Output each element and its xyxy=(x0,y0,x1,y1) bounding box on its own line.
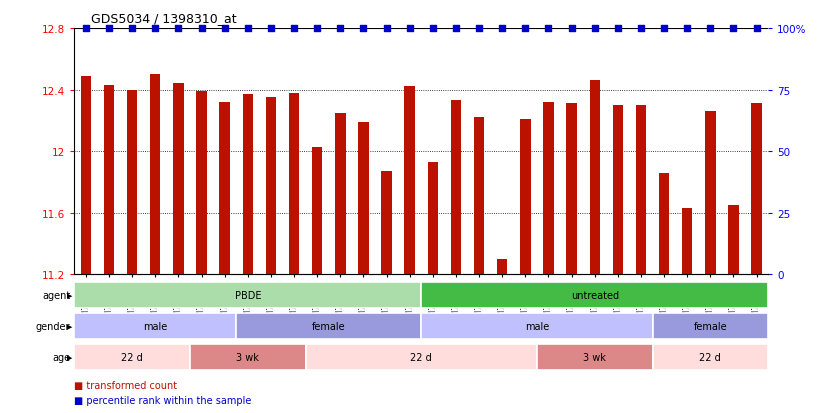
Text: gender: gender xyxy=(36,321,70,331)
Text: agent: agent xyxy=(42,290,70,300)
Text: male: male xyxy=(143,321,168,331)
Point xyxy=(102,26,116,32)
Bar xyxy=(474,118,484,275)
Bar xyxy=(428,163,438,275)
Point xyxy=(241,26,254,32)
Bar xyxy=(421,313,653,339)
Bar xyxy=(81,76,91,275)
Bar xyxy=(197,92,206,275)
Bar xyxy=(358,123,368,275)
Bar xyxy=(421,282,768,308)
Point xyxy=(426,26,439,32)
Bar xyxy=(74,344,190,370)
Point xyxy=(449,26,463,32)
Text: age: age xyxy=(52,352,70,362)
Bar xyxy=(520,119,530,275)
Text: 22 d: 22 d xyxy=(121,352,143,362)
Bar xyxy=(590,81,600,275)
Bar xyxy=(173,84,183,275)
Bar xyxy=(312,147,322,275)
Bar xyxy=(636,106,646,275)
Bar xyxy=(243,95,253,275)
Bar xyxy=(544,102,553,275)
Bar xyxy=(306,344,537,370)
Bar xyxy=(729,206,738,275)
Text: PBDE: PBDE xyxy=(235,290,261,300)
Bar xyxy=(497,259,507,275)
Point xyxy=(588,26,601,32)
Bar xyxy=(752,104,762,275)
Bar xyxy=(567,104,577,275)
Point xyxy=(79,26,93,32)
Point xyxy=(519,26,532,32)
Bar xyxy=(190,344,306,370)
Bar xyxy=(266,98,276,275)
Point xyxy=(287,26,301,32)
Point xyxy=(334,26,347,32)
Point xyxy=(472,26,486,32)
Bar xyxy=(451,101,461,275)
Bar xyxy=(653,313,768,339)
Bar xyxy=(405,87,415,275)
Bar xyxy=(220,102,230,275)
Point xyxy=(172,26,185,32)
Point xyxy=(357,26,370,32)
Point xyxy=(264,26,278,32)
Text: female: female xyxy=(694,321,727,331)
Text: GDS5034 / 1398310_at: GDS5034 / 1398310_at xyxy=(91,12,236,25)
Bar xyxy=(150,75,160,275)
Point xyxy=(542,26,555,32)
Bar xyxy=(74,282,421,308)
Text: 3 wk: 3 wk xyxy=(583,352,606,362)
Point xyxy=(704,26,717,32)
Bar xyxy=(653,344,768,370)
Bar xyxy=(537,344,653,370)
Text: untreated: untreated xyxy=(571,290,619,300)
Text: ▶: ▶ xyxy=(67,292,73,298)
Bar xyxy=(705,112,715,275)
Bar xyxy=(613,106,623,275)
Text: 22 d: 22 d xyxy=(700,352,721,362)
Text: ▶: ▶ xyxy=(67,354,73,360)
Point xyxy=(657,26,671,32)
Point xyxy=(403,26,416,32)
Bar xyxy=(104,86,114,275)
Point xyxy=(496,26,509,32)
Bar xyxy=(127,90,137,275)
Point xyxy=(727,26,740,32)
Point xyxy=(611,26,624,32)
Bar xyxy=(659,173,669,275)
Point xyxy=(311,26,324,32)
Point xyxy=(126,26,139,32)
Point xyxy=(681,26,694,32)
Bar xyxy=(382,172,392,275)
Text: 3 wk: 3 wk xyxy=(236,352,259,362)
Bar xyxy=(74,313,236,339)
Text: female: female xyxy=(312,321,345,331)
Point xyxy=(380,26,393,32)
Bar xyxy=(236,313,421,339)
Text: ■ percentile rank within the sample: ■ percentile rank within the sample xyxy=(74,395,252,405)
Bar xyxy=(289,93,299,275)
Point xyxy=(218,26,231,32)
Point xyxy=(149,26,162,32)
Point xyxy=(195,26,208,32)
Point xyxy=(750,26,763,32)
Point xyxy=(634,26,648,32)
Text: male: male xyxy=(525,321,549,331)
Bar xyxy=(682,209,692,275)
Text: ▶: ▶ xyxy=(67,323,73,329)
Text: 22 d: 22 d xyxy=(411,352,432,362)
Bar xyxy=(335,114,345,275)
Point xyxy=(565,26,578,32)
Text: ■ transformed count: ■ transformed count xyxy=(74,380,178,390)
